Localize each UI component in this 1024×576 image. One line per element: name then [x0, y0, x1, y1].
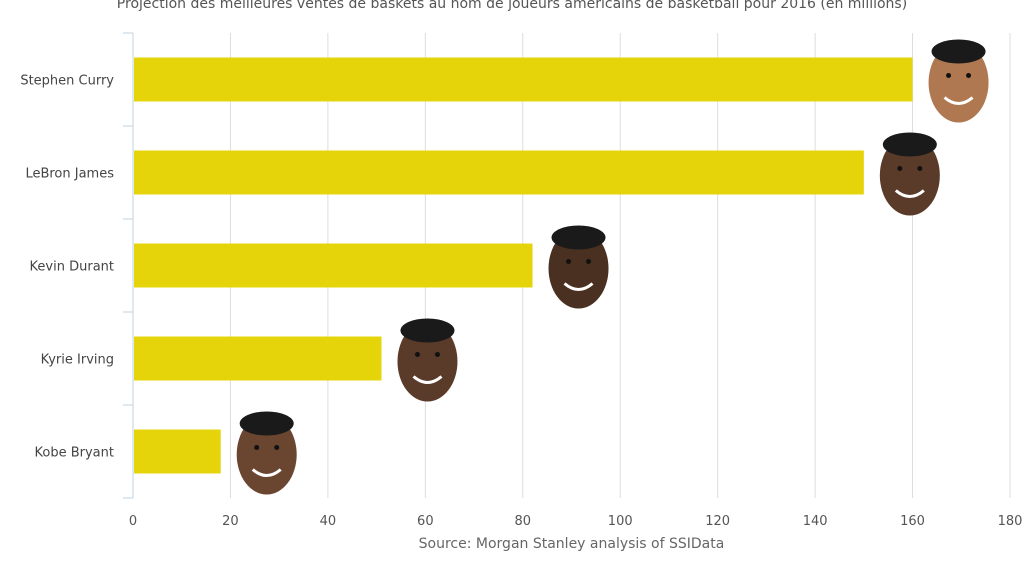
- player-face-icon: [548, 225, 609, 309]
- face-shape: [236, 414, 297, 495]
- chart-source: Source: Morgan Stanley analysis of SSIDa…: [418, 536, 725, 552]
- eye-shape: [897, 166, 903, 171]
- x-tick-label: 80: [515, 514, 532, 529]
- face-shape: [397, 321, 458, 402]
- eye-shape: [274, 445, 280, 450]
- x-tick-label: 160: [900, 514, 925, 529]
- smile-shape: [251, 468, 282, 477]
- face-shape: [879, 135, 940, 216]
- hair-shape: [882, 132, 937, 157]
- x-tick-label: 20: [222, 514, 239, 529]
- hair-shape: [551, 225, 606, 250]
- smile-shape: [943, 96, 974, 105]
- x-tick-label: 40: [320, 514, 337, 529]
- hair-shape: [400, 318, 455, 343]
- x-tick-label: 140: [803, 514, 828, 529]
- hair-shape: [239, 411, 294, 436]
- eye-shape: [566, 259, 572, 264]
- x-tick-label: 100: [608, 514, 633, 529]
- player-face-icon: [397, 318, 458, 402]
- x-tick-label: 60: [417, 514, 434, 529]
- eye-shape: [414, 352, 420, 357]
- x-tick-label: 180: [998, 514, 1023, 529]
- face-shape: [928, 42, 989, 123]
- smile-shape: [894, 189, 925, 198]
- chart-title: Projection des meilleures ventes de bask…: [116, 0, 908, 12]
- eye-shape: [254, 445, 260, 450]
- bar: [134, 429, 221, 474]
- eye-shape: [917, 166, 923, 171]
- eye-shape: [946, 73, 952, 78]
- x-tick-label: 0: [129, 514, 137, 529]
- x-tick-label: 120: [705, 514, 730, 529]
- player-face-icon: [879, 132, 940, 216]
- hair-shape: [931, 39, 986, 64]
- player-face-icon: [236, 411, 297, 495]
- bar: [134, 243, 533, 288]
- bar: [134, 150, 864, 195]
- eye-shape: [966, 73, 972, 78]
- smile-shape: [563, 282, 594, 291]
- eye-shape: [586, 259, 592, 264]
- eye-shape: [434, 352, 440, 357]
- category-label: Stephen Curry: [20, 74, 114, 89]
- category-label: Kyrie Irving: [41, 353, 114, 368]
- bar: [134, 336, 382, 381]
- smile-shape: [412, 375, 443, 384]
- category-label: Kobe Bryant: [35, 446, 114, 461]
- category-label: Kevin Durant: [30, 260, 114, 275]
- face-shape: [548, 228, 609, 309]
- player-face-icon: [928, 39, 989, 123]
- category-label: LeBron James: [25, 167, 114, 182]
- bar: [134, 57, 913, 102]
